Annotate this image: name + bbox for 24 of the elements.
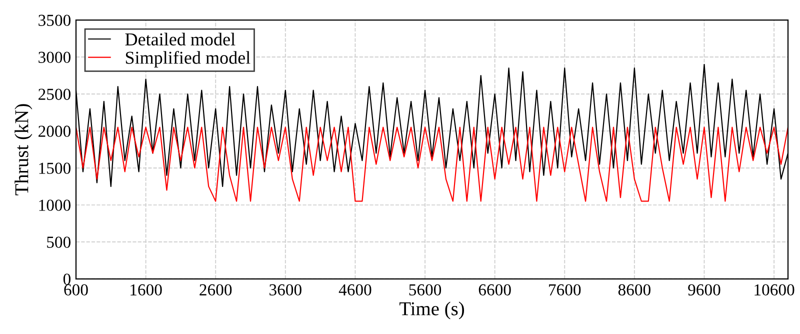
x-tick-label: 6600 [478,284,511,296]
legend-label: Detailed model [125,32,236,46]
x-tick-label: 600 [64,284,88,296]
x-tick-label: 8600 [618,284,650,296]
y-tick-label: 2000 [38,126,71,137]
line-series [76,126,788,202]
x-tick-label: 5600 [409,284,442,296]
legend-label: Simplified model [126,50,250,68]
y-axis-title: Thrust (kN) [14,104,32,196]
x-tick-label: 1600 [130,284,162,296]
x-tick-label: 7600 [549,284,581,296]
y-tick-label: 2500 [38,88,71,100]
x-tick-label: 2600 [200,284,232,296]
y-tick-label: 0 [63,274,71,285]
y-tick-label: 1000 [39,200,71,211]
y-tick-label: 500 [47,236,71,248]
x-tick-label: 4600 [338,284,372,296]
x-tick-label: 10600 [754,284,794,296]
x-axis-title: Time (s) [399,302,464,320]
x-tick-label: 9600 [688,284,720,296]
y-tick-label: 1500 [39,162,71,174]
x-tick-label: 3600 [270,284,302,296]
y-tick-label: 3500 [38,14,71,26]
y-tick-label: 3000 [38,52,71,63]
